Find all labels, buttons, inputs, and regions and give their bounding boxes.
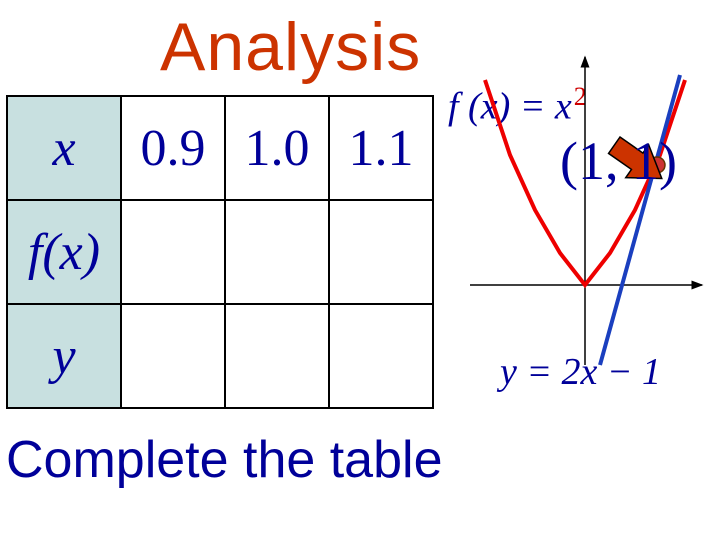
table-row: x 0.9 1.0 1.1 (7, 96, 433, 200)
graph-chart (450, 45, 710, 385)
header-x: x (7, 96, 121, 200)
fx-cell-1 (225, 200, 329, 304)
tangent-point-label: (1, 1) (560, 130, 677, 192)
page-title: Analysis (160, 8, 421, 86)
x-val-0: 0.9 (121, 96, 225, 200)
y-cell-1 (225, 304, 329, 408)
x-val-2: 1.1 (329, 96, 433, 200)
table-row: y (7, 304, 433, 408)
header-y: y (7, 304, 121, 408)
y-cell-2 (329, 304, 433, 408)
equation-y: y = 2x − 1 (500, 350, 661, 394)
header-fx: f(x) (7, 200, 121, 304)
y-cell-0 (121, 304, 225, 408)
fx-cell-2 (329, 200, 433, 304)
table-row: f(x) (7, 200, 433, 304)
instruction-text: Complete the table (6, 430, 443, 490)
analysis-table: x 0.9 1.0 1.1 f(x) y (6, 95, 434, 409)
fx-cell-0 (121, 200, 225, 304)
x-val-1: 1.0 (225, 96, 329, 200)
